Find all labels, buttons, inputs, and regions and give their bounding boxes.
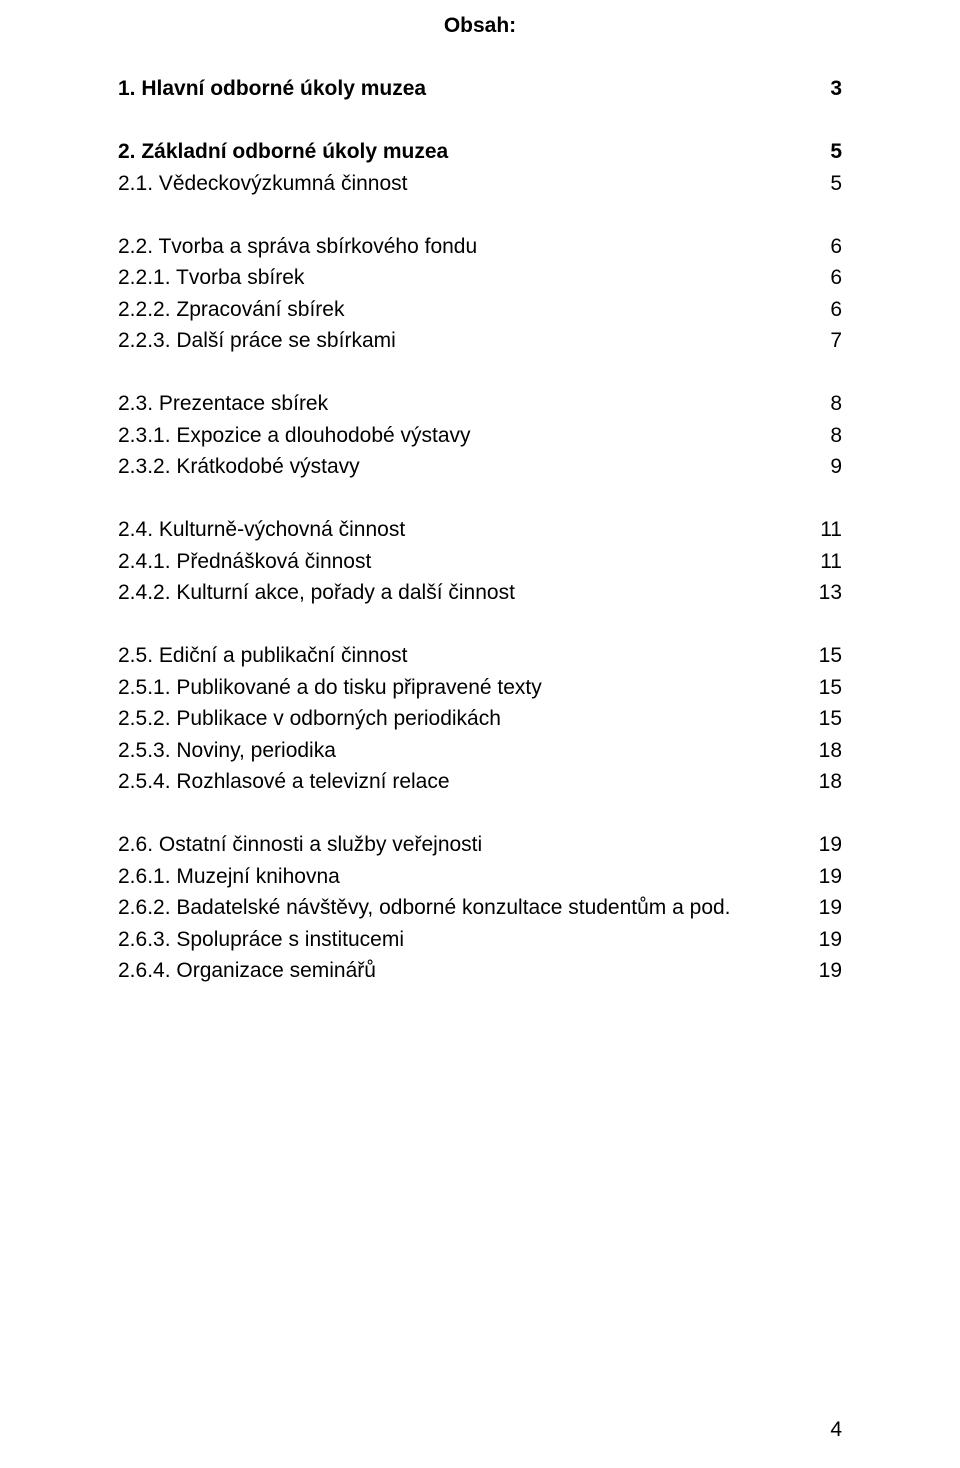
toc-page: 15 (812, 708, 842, 729)
toc-page: 8 (812, 425, 842, 446)
toc-label: 2.1. Vědeckovýzkumná činnost (118, 173, 812, 194)
toc-label: 2.6.3. Spolupráce s institucemi (118, 929, 812, 950)
toc-row: 2.2. Tvorba a správa sbírkového fondu6 (118, 236, 842, 257)
toc-page: 6 (812, 299, 842, 320)
toc-page: 11 (812, 551, 842, 572)
toc-label: 2.2.1. Tvorba sbírek (118, 267, 812, 288)
toc-page: 3 (812, 78, 842, 99)
toc-page: 18 (812, 771, 842, 792)
toc-row: 2.6. Ostatní činnosti a služby veřejnost… (118, 834, 842, 855)
toc-label: 2.2.2. Zpracování sbírek (118, 299, 812, 320)
toc-row: 2.2.2. Zpracování sbírek6 (118, 299, 842, 320)
toc-label: 2.5.2. Publikace v odborných periodikách (118, 708, 812, 729)
toc-label: 2.2.3. Další práce se sbírkami (118, 330, 812, 351)
toc-page: 11 (812, 519, 842, 540)
toc-label: 2.6.2. Badatelské návštěvy, odborné konz… (118, 897, 812, 918)
toc-page: 19 (812, 834, 842, 855)
toc-label: 2.5.4. Rozhlasové a televizní relace (118, 771, 812, 792)
toc-row: 2.5.4. Rozhlasové a televizní relace18 (118, 771, 842, 792)
toc-label: 2.5. Ediční a publikační činnost (118, 645, 812, 666)
toc-row: 2.2.1. Tvorba sbírek6 (118, 267, 842, 288)
toc-label: 2.2. Tvorba a správa sbírkového fondu (118, 236, 812, 257)
toc-row: 2.6.1. Muzejní knihovna19 (118, 866, 842, 887)
toc-page: 19 (812, 929, 842, 950)
toc-page: 5 (812, 173, 842, 194)
toc-container: 1. Hlavní odborné úkoly muzea3 2. Základn… (118, 78, 842, 981)
toc-label: 2.6.4. Organizace seminářů (118, 960, 812, 981)
toc-title: Obsah: (118, 14, 842, 38)
toc-label: 1. Hlavní odborné úkoly muzea (118, 78, 812, 99)
toc-group: 2.3. Prezentace sbírek82.3.1. Expozice a… (118, 393, 842, 477)
toc-page: 15 (812, 677, 842, 698)
toc-label: 2.3. Prezentace sbírek (118, 393, 812, 414)
toc-group: 2.4. Kulturně-výchovná činnost112.4.1. P… (118, 519, 842, 603)
toc-row: 2.6.3. Spolupráce s institucemi19 (118, 929, 842, 950)
toc-row: 2.3.2. Krátkodobé výstavy9 (118, 456, 842, 477)
toc-row: 2.5. Ediční a publikační činnost15 (118, 645, 842, 666)
toc-label: 2.5.3. Noviny, periodika (118, 740, 812, 761)
toc-group: 2.5. Ediční a publikační činnost152.5.1.… (118, 645, 842, 792)
toc-page: 19 (812, 866, 842, 887)
toc-row: 2.6.4. Organizace seminářů19 (118, 960, 842, 981)
toc-row: 1. Hlavní odborné úkoly muzea3 (118, 78, 842, 99)
toc-label: 2.4. Kulturně-výchovná činnost (118, 519, 812, 540)
toc-group: 2. Základní odborné úkoly muzea52.1. Věd… (118, 141, 842, 194)
toc-row: 2.4.1. Přednášková činnost11 (118, 551, 842, 572)
toc-group: 2.6. Ostatní činnosti a služby veřejnost… (118, 834, 842, 981)
toc-label: 2. Základní odborné úkoly muzea (118, 141, 812, 162)
toc-label: 2.3.1. Expozice a dlouhodobé výstavy (118, 425, 812, 446)
toc-group: 2.2. Tvorba a správa sbírkového fondu62.… (118, 236, 842, 352)
toc-label: 2.6.1. Muzejní knihovna (118, 866, 812, 887)
toc-row: 2.4. Kulturně-výchovná činnost11 (118, 519, 842, 540)
toc-page: 13 (812, 582, 842, 603)
toc-row: 2.3. Prezentace sbírek8 (118, 393, 842, 414)
toc-page: 19 (812, 960, 842, 981)
toc-row: 2. Základní odborné úkoly muzea5 (118, 141, 842, 162)
toc-row: 2.6.2. Badatelské návštěvy, odborné konz… (118, 897, 842, 918)
toc-row: 2.5.2. Publikace v odborných periodikách… (118, 708, 842, 729)
toc-row: 2.1. Vědeckovýzkumná činnost5 (118, 173, 842, 194)
document-page: Obsah: 1. Hlavní odborné úkoly muzea3 2. … (0, 0, 960, 981)
toc-page: 15 (812, 645, 842, 666)
toc-page: 19 (812, 897, 842, 918)
toc-label: 2.4.1. Přednášková činnost (118, 551, 812, 572)
toc-page: 6 (812, 267, 842, 288)
toc-page: 7 (812, 330, 842, 351)
toc-row: 2.2.3. Další práce se sbírkami7 (118, 330, 842, 351)
toc-page: 9 (812, 456, 842, 477)
toc-page: 5 (812, 141, 842, 162)
toc-label: 2.5.1. Publikované a do tisku připravené… (118, 677, 812, 698)
toc-group: 1. Hlavní odborné úkoly muzea3 (118, 78, 842, 99)
toc-page: 8 (812, 393, 842, 414)
toc-row: 2.5.3. Noviny, periodika18 (118, 740, 842, 761)
toc-row: 2.3.1. Expozice a dlouhodobé výstavy8 (118, 425, 842, 446)
toc-page: 6 (812, 236, 842, 257)
toc-row: 2.5.1. Publikované a do tisku připravené… (118, 677, 842, 698)
toc-label: 2.6. Ostatní činnosti a služby veřejnost… (118, 834, 812, 855)
page-number: 4 (830, 1418, 842, 1442)
toc-row: 2.4.2. Kulturní akce, pořady a další čin… (118, 582, 842, 603)
toc-page: 18 (812, 740, 842, 761)
toc-label: 2.4.2. Kulturní akce, pořady a další čin… (118, 582, 812, 603)
toc-label: 2.3.2. Krátkodobé výstavy (118, 456, 812, 477)
